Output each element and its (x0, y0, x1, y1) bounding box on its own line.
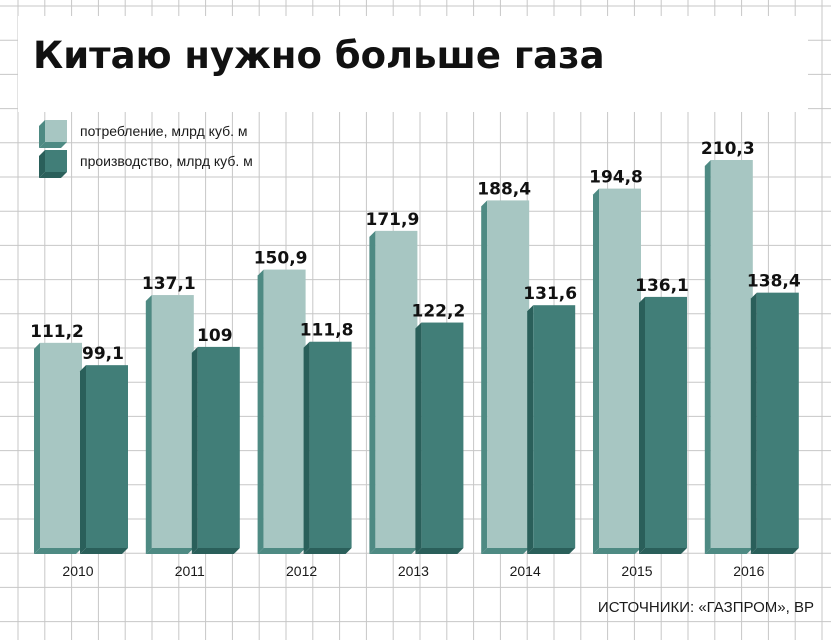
bar-consumption-2011 (151, 295, 194, 548)
legend-swatch-consumption (45, 120, 67, 142)
value-label-production-2013: 122,2 (412, 302, 466, 322)
bar-production-2014-base (527, 548, 576, 554)
bar-consumption-2015-base (593, 548, 641, 554)
source-note: ИСТОЧНИКИ: «ГАЗПРОМ», BP (598, 599, 814, 616)
value-label-production-2012: 111,8 (300, 321, 354, 341)
value-label-consumption-2015: 194,8 (589, 168, 643, 188)
bar-consumption-2014-side (481, 200, 488, 554)
bar-production-2013-side (415, 322, 422, 554)
legend-swatch-production-side (39, 150, 45, 178)
legend-swatch-consumption-side (39, 120, 45, 148)
value-label-production-2010: 99,1 (82, 344, 124, 364)
bar-production-2014-side (527, 305, 534, 554)
bar-production-2011-base (191, 548, 240, 554)
bar-production-2015-base (639, 548, 687, 554)
bar-production-2013 (421, 322, 464, 548)
bar-production-2012 (309, 341, 352, 548)
bar-consumption-2016-base (704, 548, 753, 554)
bar-production-2012-base (303, 548, 352, 554)
x-tick-2014: 2014 (510, 563, 541, 579)
bar-production-2012-side (303, 341, 310, 554)
x-axis-ticks: 2010 2011 2012 2013 2014 2015 2016 (62, 563, 764, 579)
bar-production-2010-side (80, 365, 86, 554)
bar-consumption-2013-base (369, 548, 418, 554)
value-label-production-2011: 109 (197, 326, 233, 346)
legend: потребление, млрд куб. м производство, мл… (39, 120, 253, 178)
x-tick-2012: 2012 (286, 563, 317, 579)
value-label-consumption-2010: 111,2 (30, 322, 84, 342)
value-label-consumption-2016: 210,3 (701, 139, 755, 159)
legend-label-production: производство, млрд куб. м (80, 153, 253, 169)
bar-consumption-2014-base (481, 548, 530, 554)
bar-production-2013-base (415, 548, 464, 554)
bar-production-2014 (533, 305, 576, 548)
x-tick-2010: 2010 (62, 563, 93, 579)
legend-label-consumption: потребление, млрд куб. м (80, 123, 248, 139)
bar-consumption-2010-side (34, 342, 40, 554)
value-label-production-2014: 131,6 (523, 284, 577, 304)
bar-consumption-2011-base (145, 548, 194, 554)
bar-consumption-2012 (263, 269, 306, 548)
bar-production-2011 (197, 346, 240, 548)
bar-production-2010 (86, 365, 128, 548)
bar-consumption-2015-side (593, 188, 599, 555)
value-label-production-2015: 136,1 (635, 276, 689, 296)
legend-swatch-production-base (39, 172, 67, 178)
bar-production-2016-base (750, 548, 799, 554)
bar-production-2011-side (191, 346, 198, 554)
value-label-consumption-2014: 188,4 (477, 179, 531, 199)
bar-consumption-2012-side (257, 269, 264, 554)
value-label-consumption-2013: 171,9 (366, 210, 420, 230)
x-tick-2016: 2016 (733, 563, 764, 579)
value-labels: 111,299,1 137,1 109 150,9 111,8 171,9 122,2 188… (30, 139, 801, 364)
bar-consumption-2013 (375, 230, 418, 549)
bar-consumption-2015 (599, 188, 641, 549)
x-tick-2013: 2013 (398, 563, 429, 579)
bar-consumption-2012-base (257, 548, 306, 554)
bar-production-2015 (645, 296, 687, 548)
bars (34, 160, 799, 555)
value-label-production-2016: 138,4 (747, 272, 801, 292)
legend-swatch-production (45, 150, 67, 172)
bar-consumption-2016-side (704, 160, 711, 554)
bar-production-2016-side (750, 292, 757, 554)
bar-production-2010-base (80, 548, 128, 554)
chart-title: Китаю нужно больше газа (33, 34, 605, 77)
bar-consumption-2011-side (145, 295, 152, 554)
bar-production-2015-side (639, 296, 645, 554)
bar-production-2016 (756, 292, 799, 548)
value-label-consumption-2012: 150,9 (254, 249, 308, 269)
title-panel (18, 16, 808, 112)
bar-consumption-2016 (710, 160, 753, 548)
x-tick-2011: 2011 (175, 563, 205, 579)
bar-consumption-2010-base (34, 548, 82, 554)
bar-consumption-2014 (487, 200, 530, 548)
bar-consumption-2013-side (369, 230, 376, 555)
value-label-consumption-2011: 137,1 (142, 274, 196, 294)
x-tick-2015: 2015 (621, 563, 652, 579)
bar-consumption-2010 (40, 342, 82, 548)
legend-swatch-consumption-base (39, 142, 67, 148)
